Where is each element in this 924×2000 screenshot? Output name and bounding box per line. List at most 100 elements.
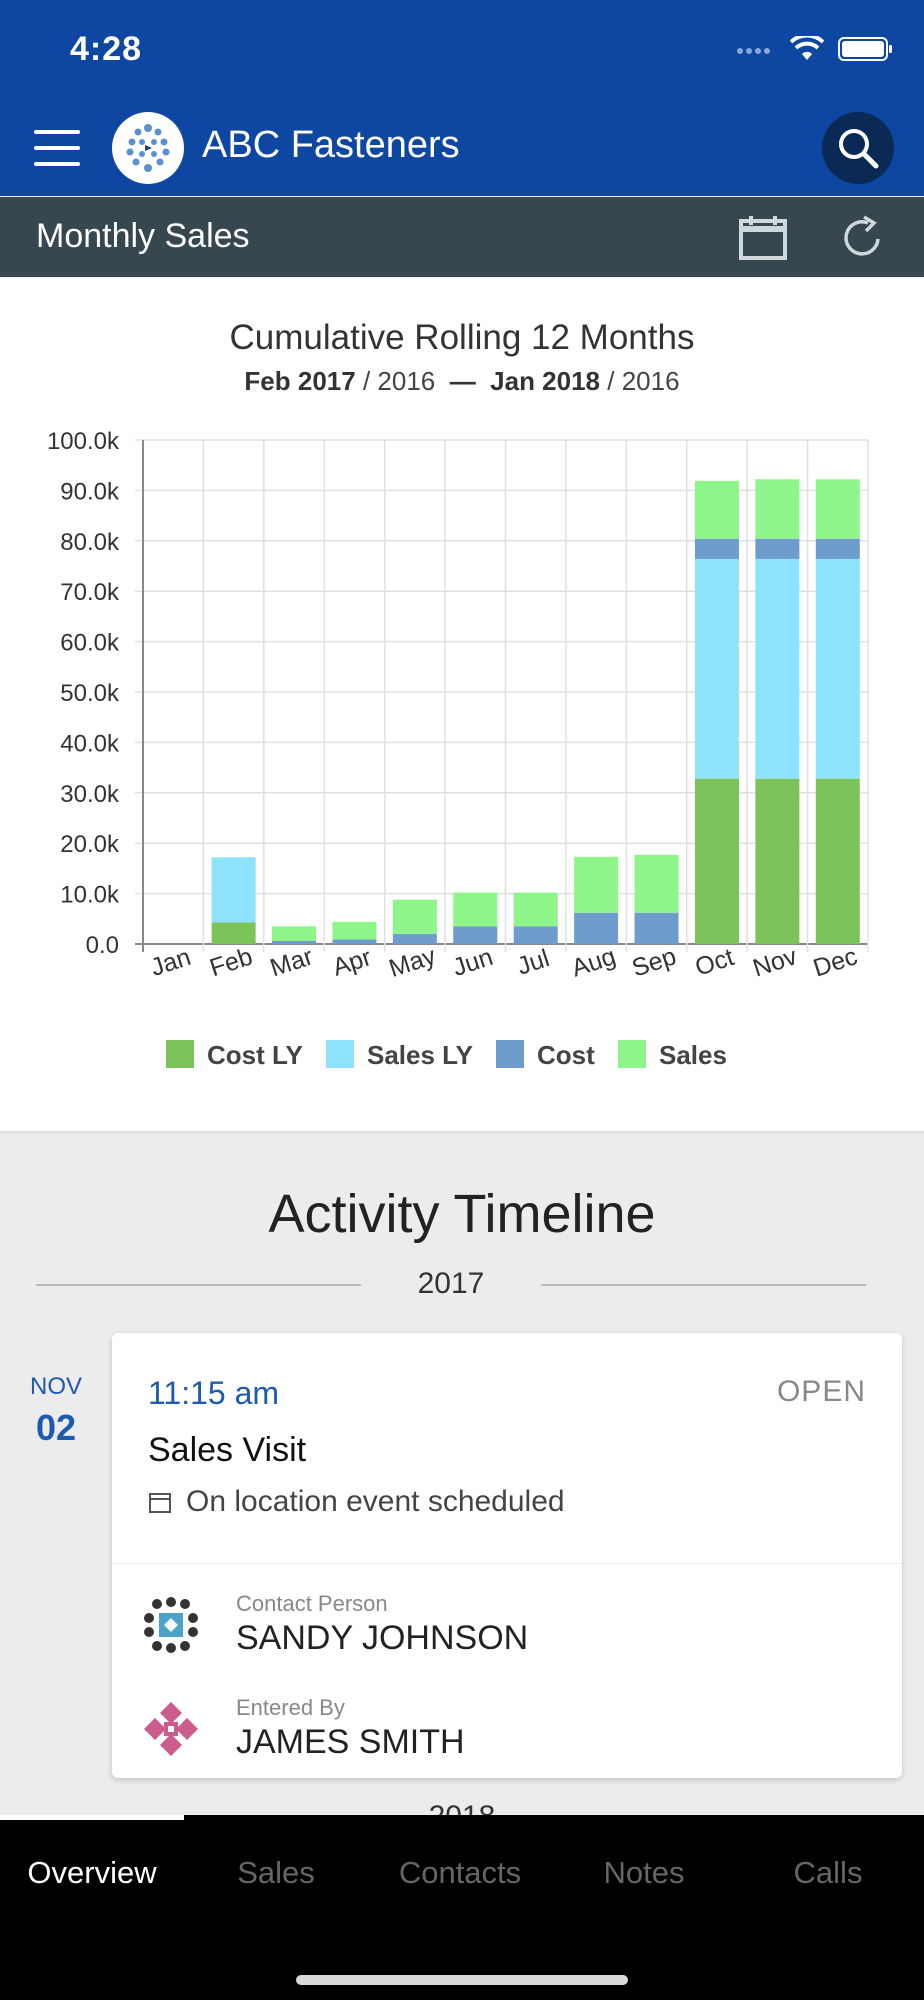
app-title: ABC Fasteners [202, 124, 460, 166]
bar-cost-ly [755, 778, 800, 944]
bar-cost [272, 940, 317, 944]
entered-by[interactable]: Entered By JAMES SMITH [142, 1695, 465, 1762]
company-logo [112, 112, 184, 184]
y-tick-label: 50.0k [60, 680, 120, 707]
x-tick-label: Sep [629, 942, 680, 982]
event-divider [112, 1563, 902, 1564]
sub-header: Monthly Sales [0, 197, 924, 277]
bar-cost [574, 912, 619, 944]
range-end-rest: / 2016 [607, 366, 680, 396]
event-description: On location event scheduled [148, 1485, 565, 1519]
bar-sales-ly [755, 558, 800, 779]
refresh-button[interactable] [838, 213, 886, 261]
y-tick-label: 10.0k [60, 882, 120, 909]
year-divider: 2017 [36, 1265, 866, 1305]
bar-cost [392, 933, 437, 944]
activity-timeline: Activity Timeline 2017 NOV 02 11:15 am O… [0, 1135, 924, 1818]
bar-cost [694, 538, 739, 559]
y-tick-label: 80.0k [60, 529, 120, 556]
tab-sales[interactable]: Sales [237, 1855, 315, 1890]
chart-date-range: Feb 2017 / 2016 — Jan 2018 / 2016 [0, 366, 924, 397]
home-indicator [296, 1975, 628, 1985]
status-icons [736, 36, 894, 62]
bar-sales [815, 479, 860, 539]
bar-cost [634, 912, 679, 944]
bar-sales [755, 479, 800, 539]
y-tick-label: 100.0k [47, 428, 120, 455]
entered-by-role: Entered By [236, 1695, 345, 1720]
x-tick-label: Apr [329, 943, 375, 982]
legend-swatch [496, 1040, 524, 1068]
y-tick-label: 60.0k [60, 630, 120, 657]
status-time: 4:28 [70, 30, 143, 68]
x-tick-label: Jan [147, 943, 194, 982]
bar-sales [513, 892, 558, 927]
active-tab-indicator [0, 1815, 184, 1820]
signal-icon [737, 48, 770, 54]
bottom-tab-bar: Overview Sales Contacts Notes Calls [0, 1815, 924, 2000]
bar-cost [755, 538, 800, 559]
search-button[interactable] [822, 112, 894, 184]
x-tick-label: May [386, 942, 440, 983]
x-tick-label: Oct [692, 943, 738, 982]
entered-by-name: JAMES SMITH [236, 1723, 465, 1761]
tab-calls[interactable]: Calls [793, 1855, 863, 1890]
contact-name: SANDY JOHNSON [236, 1619, 529, 1657]
x-tick-label: Dec [810, 942, 861, 982]
tab-contacts[interactable]: Contacts [398, 1855, 522, 1890]
legend-swatch [166, 1040, 194, 1068]
legend-label: Sales [659, 1040, 727, 1070]
contact-person[interactable]: Contact Person SANDY JOHNSON [142, 1591, 528, 1658]
status-bar: 4:28 [0, 0, 924, 100]
event-time: 11:15 am [148, 1375, 280, 1411]
legend-swatch [618, 1040, 646, 1068]
bar-sales [392, 899, 437, 934]
y-tick-label: 70.0k [60, 579, 120, 606]
year-line-left [36, 1284, 361, 1286]
range-dash: — [449, 366, 476, 396]
bar-sales [634, 854, 679, 913]
bar-cost [453, 926, 498, 944]
event-date-month: NOV [29, 1373, 82, 1400]
bar-sales [574, 856, 619, 913]
refresh-icon [844, 215, 880, 256]
bar-cost-ly [694, 778, 739, 944]
y-tick-label: 90.0k [60, 478, 120, 505]
y-tick-label: 30.0k [60, 781, 120, 808]
y-tick-label: 40.0k [60, 730, 120, 757]
timeline-title: Activity Timeline [268, 1184, 656, 1244]
calendar-button[interactable] [738, 213, 788, 261]
wifi-icon [790, 36, 824, 60]
bar-cost-ly [211, 922, 256, 944]
app-header: ABC Fasteners [0, 100, 924, 196]
bar-cost-ly [815, 778, 860, 944]
year-label: 2017 [417, 1267, 485, 1300]
battery-icon [838, 37, 892, 61]
bar-sales-ly [694, 558, 739, 779]
bar-cost [332, 939, 377, 944]
chart-title: Cumulative Rolling 12 Months [229, 318, 695, 357]
legend-swatch [326, 1040, 354, 1068]
y-tick-label: 20.0k [60, 831, 120, 858]
y-tick-label: 0.0 [86, 932, 119, 959]
calendar-icon [149, 1493, 171, 1513]
next-year-label: 2018 [428, 1800, 496, 1818]
event-card[interactable]: 11:15 am OPEN Sales Visit On location ev… [112, 1333, 902, 1778]
event-date-day: 02 [35, 1407, 77, 1448]
range-start-bold: Feb 2017 [244, 366, 356, 396]
entered-by-avatar [144, 1701, 198, 1756]
x-tick-label: Jun [449, 943, 496, 982]
range-start-rest: / 2016 [362, 366, 436, 396]
x-tick-label: Mar [267, 942, 317, 982]
tab-notes[interactable]: Notes [603, 1855, 685, 1890]
search-icon [839, 129, 879, 169]
x-tick-label: Jul [514, 944, 553, 981]
bar-sales [272, 926, 317, 941]
hamburger-icon[interactable] [34, 130, 80, 166]
tab-overview[interactable]: Overview [27, 1855, 157, 1890]
bar-cost [513, 926, 558, 944]
stacked-bar-chart: 0.0 10.0k 20.0k 30.0k 40.0k 50.0k 60.0k 70.0k 80… [47, 428, 869, 1070]
monthly-sales-chart-card: Cumulative Rolling 12 Months Feb 2017 / … [0, 278, 924, 1133]
year-line-right [541, 1284, 866, 1286]
contact-avatar [144, 1596, 198, 1653]
